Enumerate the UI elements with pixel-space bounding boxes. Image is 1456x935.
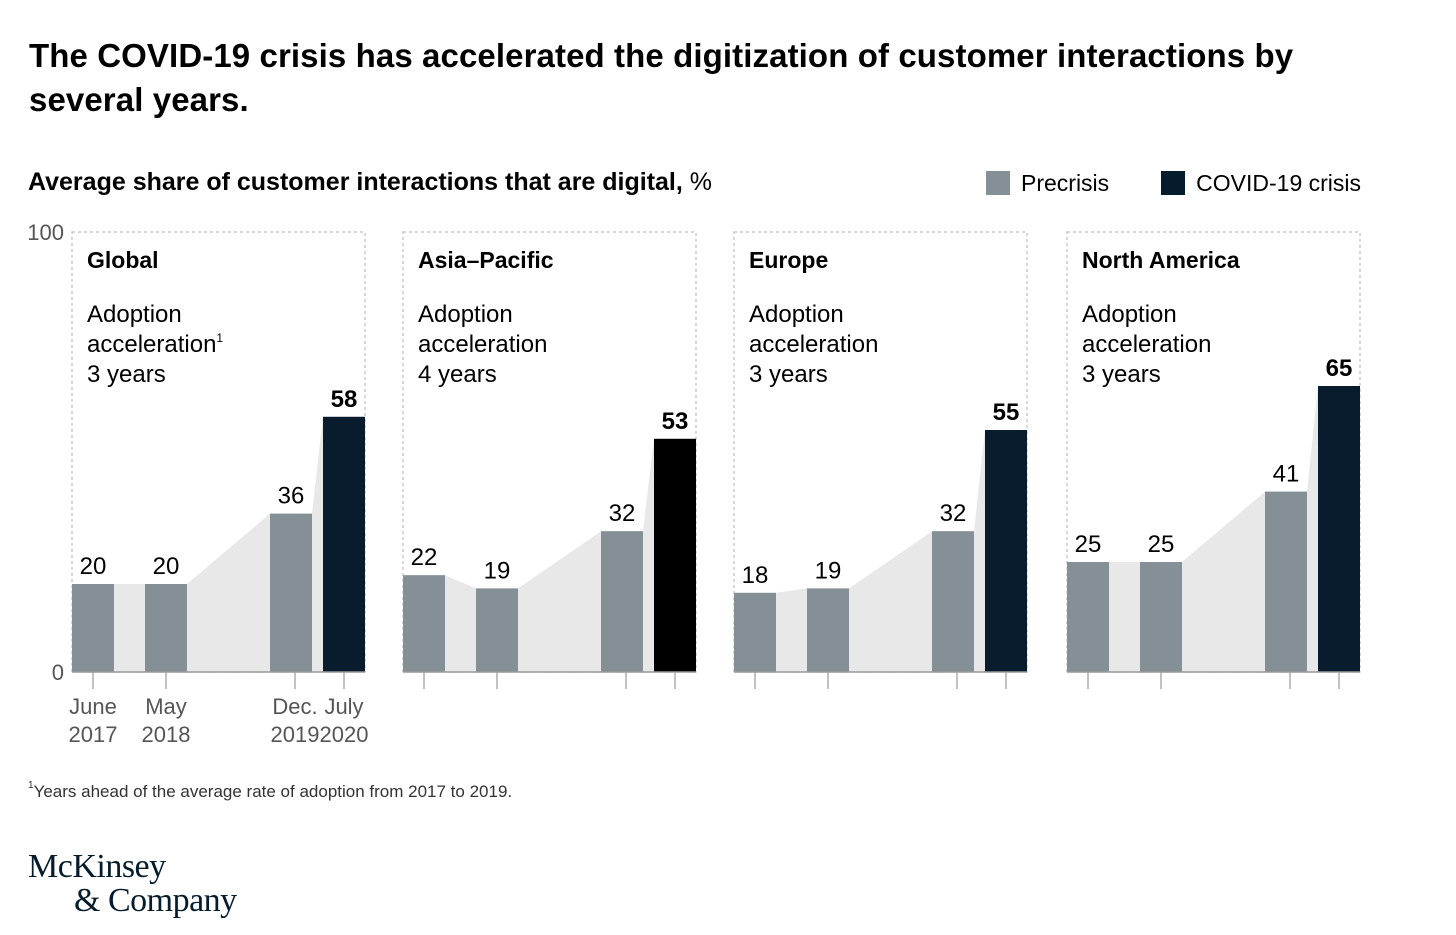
bar-north-america-3 — [1265, 491, 1307, 672]
legend-label-precrisis: Precrisis — [1021, 169, 1110, 196]
footnote-marker: 1 — [28, 780, 34, 791]
acceleration-label-global: Adoption — [87, 301, 182, 328]
acceleration-value-asia-pacific: 4 years — [418, 361, 497, 388]
panel-title-europe: Europe — [749, 247, 828, 273]
chart-title: The COVID-19 crisis has accelerated the … — [29, 37, 1294, 118]
acceleration-label-europe: Adoption — [749, 301, 844, 328]
acceleration-label2-global: acceleration1 — [87, 331, 223, 358]
value-label-north-america-3: 41 — [1273, 461, 1300, 488]
logo-line-1: McKinsey — [28, 848, 166, 885]
bar-europe-3 — [932, 531, 974, 672]
bar-asia-pacific-1 — [403, 575, 445, 672]
panel-title-asia-pacific: Asia–Pacific — [418, 247, 554, 273]
area-global — [72, 416, 365, 672]
acceleration-value-global: 3 years — [87, 361, 166, 388]
bar-asia-pacific-3 — [601, 531, 643, 672]
value-label-north-america-2: 25 — [1148, 531, 1175, 558]
value-label-europe-3: 32 — [940, 500, 967, 527]
value-label-north-america-4: 65 — [1326, 355, 1353, 382]
x-tick-label-year-4: 2020 — [320, 722, 369, 747]
chart-subtitle: Average share of customer interactions t… — [28, 165, 712, 199]
value-label-global-1: 20 — [80, 553, 107, 580]
bar-north-america-4 — [1318, 386, 1360, 672]
bar-global-2 — [145, 584, 187, 672]
acceleration-label-north-america: Adoption — [1082, 301, 1177, 328]
x-tick-label-3: Dec. — [272, 694, 317, 719]
value-label-asia-pacific-2: 19 — [484, 557, 511, 584]
x-tick-label-1: June — [69, 694, 117, 719]
bar-north-america-2 — [1140, 562, 1182, 672]
value-label-europe-2: 19 — [815, 557, 842, 584]
bar-europe-4 — [985, 430, 1027, 672]
bar-north-america-1 — [1067, 562, 1109, 672]
area-north-america — [1067, 386, 1360, 672]
acceleration-label-asia-pacific: Adoption — [418, 301, 513, 328]
bar-asia-pacific-4 — [654, 438, 696, 672]
bar-global-1 — [72, 584, 114, 672]
bar-asia-pacific-2 — [476, 588, 518, 672]
bar-europe-1 — [734, 592, 776, 672]
legend-item-covid: COVID-19 crisis — [1161, 170, 1361, 197]
subtitle-text: Average share of customer interactions t… — [28, 168, 683, 196]
legend-label-covid: COVID-19 crisis — [1196, 169, 1362, 196]
bar-global-4 — [323, 416, 365, 672]
legend-swatch-covid — [1161, 171, 1186, 195]
x-tick-label-year-2: 2018 — [142, 722, 191, 747]
value-label-asia-pacific-4: 53 — [662, 408, 689, 435]
panel-title-global: Global — [87, 247, 159, 273]
value-label-north-america-1: 25 — [1075, 531, 1102, 558]
value-label-global-2: 20 — [153, 553, 180, 580]
x-tick-label-2: May — [145, 694, 187, 719]
footnote: 1Years ahead of the average rate of adop… — [28, 780, 513, 802]
value-label-asia-pacific-1: 22 — [411, 544, 438, 571]
y-tick-label-max: 100 — [27, 220, 64, 245]
value-label-global-4: 58 — [331, 386, 358, 413]
legend-item-precrisis: Precrisis — [986, 170, 1109, 197]
bar-global-3 — [270, 513, 312, 672]
area-europe — [734, 430, 1027, 672]
acceleration-value-north-america: 3 years — [1082, 361, 1161, 388]
value-label-europe-4: 55 — [993, 399, 1020, 426]
legend-swatch-precrisis — [986, 171, 1010, 195]
value-label-global-3: 36 — [278, 483, 305, 510]
panel-title-north-america: North America — [1082, 247, 1240, 273]
area-asia-pacific — [403, 438, 696, 672]
x-tick-label-4: July — [324, 694, 363, 719]
value-label-asia-pacific-3: 32 — [609, 500, 636, 527]
subtitle-unit: % — [682, 168, 713, 196]
acceleration-label2-north-america: acceleration — [1082, 331, 1211, 358]
acceleration-label2-asia-pacific: acceleration — [418, 331, 547, 358]
value-label-europe-1: 18 — [742, 562, 769, 589]
logo-line-2: & Company — [74, 882, 237, 919]
footnote-text: Years ahead of the average rate of adopt… — [33, 782, 513, 801]
acceleration-footnote-marker: 1 — [216, 331, 223, 345]
acceleration-label2-europe: acceleration — [749, 331, 878, 358]
mckinsey-logo: McKinsey & Company — [28, 850, 237, 918]
legend: Precrisis COVID-19 crisis — [986, 168, 1361, 198]
y-tick-label-min: 0 — [52, 660, 64, 685]
bar-europe-2 — [807, 588, 849, 672]
x-tick-label-year-1: 2017 — [69, 722, 118, 747]
x-tick-label-year-3: 2019 — [271, 722, 320, 747]
acceleration-value-europe: 3 years — [749, 361, 828, 388]
